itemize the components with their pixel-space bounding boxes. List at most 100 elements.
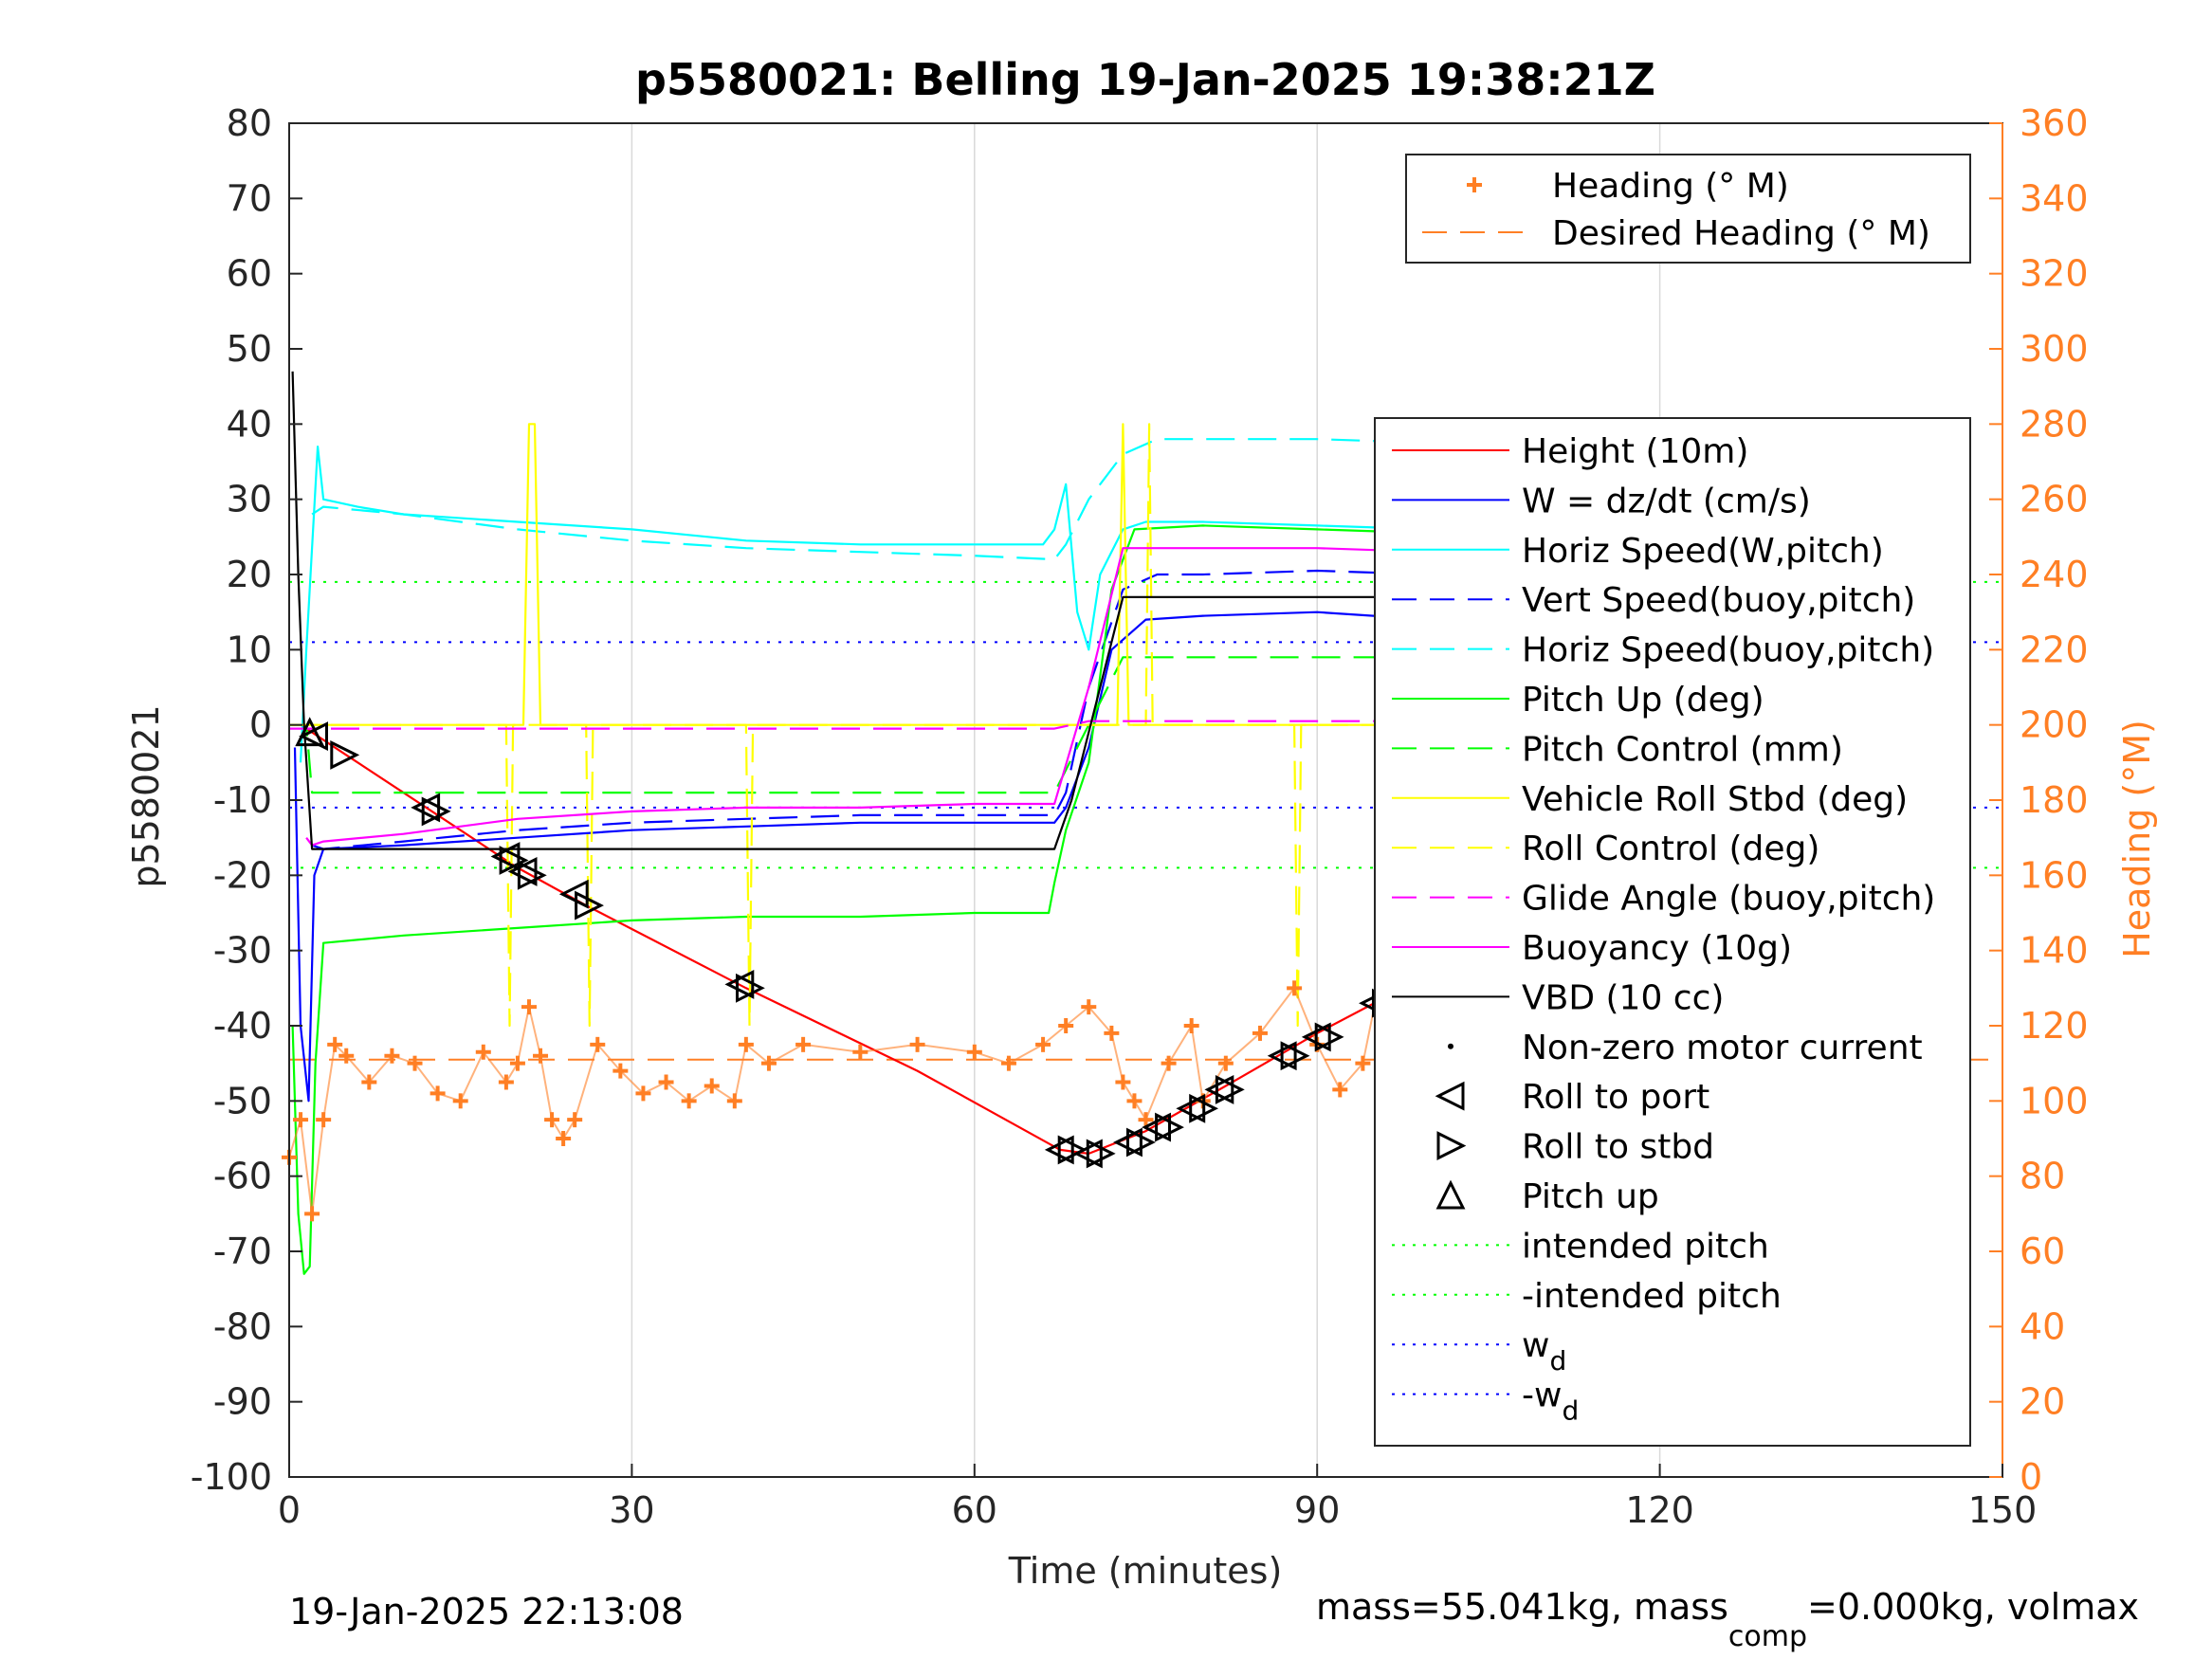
y2-tick-label-0: 0: [2020, 1456, 2042, 1498]
legend-main-label-1: W = dz/dt (cm/s): [1522, 482, 1811, 520]
legend-main-label-19: -wd: [1522, 1376, 1579, 1427]
y2-tick-label-18: 360: [2020, 102, 2089, 144]
heading-point-11: [475, 1044, 491, 1060]
heading-point-48: [1355, 1055, 1371, 1071]
heading-point-22: [658, 1074, 674, 1090]
legend-main-label-17: -intended pitch: [1522, 1277, 1782, 1316]
legend-top: Heading (° M) Desired Heading (° M): [1405, 154, 1971, 264]
y-tick-label-9: -10: [213, 779, 272, 821]
roll-to-stbd-marker-5: [736, 973, 765, 1003]
roll-to-stbd-marker-11: [1215, 1074, 1245, 1104]
y2-tick-label-17: 340: [2020, 177, 2089, 219]
heading-point-40: [1161, 1055, 1177, 1071]
y2-tick-label-12: 240: [2020, 554, 2089, 595]
roll-to-stbd-marker-7: [1086, 1139, 1116, 1169]
heading-point-47: [1332, 1082, 1348, 1098]
footer-mass: mass=55.041kg, masscomp=0.000kg, volmax: [1316, 1586, 2139, 1653]
legend-main-label-3: Vert Speed(buoy,pitch): [1522, 581, 1915, 620]
y2-tick-label-2: 40: [2020, 1305, 2065, 1347]
y-tick-label-5: -50: [213, 1080, 272, 1121]
x-tick-label-2: 60: [952, 1489, 997, 1531]
heading-point-34: [1058, 1018, 1074, 1033]
legend-main-label-4: Horiz Speed(buoy,pitch): [1522, 631, 1934, 670]
y2-tick-label-8: 160: [2020, 854, 2089, 896]
y2-tick-label-4: 80: [2020, 1156, 2065, 1197]
legend-main-label-9: Glide Angle (buoy,pitch): [1522, 880, 1935, 919]
roll-to-stbd-marker-3: [517, 860, 547, 890]
heading-point-7: [384, 1048, 400, 1064]
legend-main-label-14: Roll to stbd: [1522, 1128, 1714, 1167]
heading-point-32: [1000, 1055, 1016, 1071]
y-tick-label-1: -90: [213, 1381, 272, 1423]
heading-point-6: [361, 1074, 377, 1090]
footer-mass-rest: =0.000kg, volmax: [1807, 1586, 2139, 1628]
series-line-8: [289, 423, 1946, 1028]
legend-main-label-6: Pitch Control (mm): [1522, 730, 1843, 769]
heading-point-10: [452, 1093, 468, 1109]
legend-main-label-0: Height (10m): [1522, 432, 1748, 471]
roll-to-stbd-marker-0: [330, 739, 360, 770]
legend-main-label-2: Horiz Speed(W,pitch): [1522, 532, 1884, 571]
y-tick-label-2: -80: [213, 1305, 272, 1347]
heading-point-31: [966, 1044, 982, 1060]
heading-point-36: [1104, 1025, 1120, 1041]
legend-main-label-13: Roll to port: [1522, 1078, 1709, 1117]
legend-sample-top-0: [1467, 177, 1482, 192]
y2-tick-label-14: 280: [2020, 403, 2089, 445]
y2-tick-label-13: 260: [2020, 479, 2089, 520]
heading-point-45: [1287, 980, 1303, 996]
x-tick-label-4: 120: [1625, 1489, 1694, 1531]
chart-title: p5580021: Belling 19-Jan-2025 19:38:21Z: [635, 54, 1655, 105]
legend-top-label-1: Desired Heading (° M): [1552, 214, 1930, 253]
y-tick-label-17: 70: [227, 177, 272, 219]
y2-tick-label-7: 140: [2020, 930, 2089, 972]
heading-point-16: [544, 1112, 560, 1128]
heading-point-15: [533, 1048, 549, 1064]
legend-sample-main-14: [1436, 1131, 1467, 1161]
y-tick-label-18: 80: [227, 102, 272, 144]
legend-main-box: [1374, 417, 1971, 1447]
heading-point-28: [795, 1036, 812, 1052]
heading-point-18: [567, 1112, 583, 1128]
footer-mass-text: mass=55.041kg, mass: [1316, 1586, 1728, 1628]
legend-main-label-7: Vehicle Roll Stbd (deg): [1522, 780, 1908, 819]
roll-to-stbd-marker-6: [1057, 1135, 1088, 1165]
y-axis-label: p5580021: [125, 704, 167, 887]
x-axis-label: Time (minutes): [1008, 1550, 1283, 1592]
footer-mass-sub: comp: [1728, 1620, 1807, 1653]
heading-point-43: [1217, 1055, 1234, 1071]
footer-date: 19-Jan-2025 22:13:08: [289, 1591, 684, 1632]
series-line-4: [311, 438, 1934, 561]
pitch-up-marker-0: [295, 717, 325, 747]
heading-point-20: [612, 1063, 629, 1079]
legend-main-label-15: Pitch up: [1522, 1177, 1659, 1216]
right-axis-ticks: 0 20 40 60 80 100 120 140 160 180 200 220 240 260 280 3…: [1989, 102, 2089, 1498]
y2-tick-label-1: 20: [2020, 1381, 2065, 1423]
heading-point-17: [556, 1131, 572, 1146]
legend-sample-main-13: [1435, 1081, 1465, 1111]
legend-main-label-11: VBD (10 cc): [1522, 978, 1724, 1017]
heading-point-27: [760, 1055, 777, 1071]
y2-tick-label-5: 100: [2020, 1080, 2089, 1121]
y-tick-label-7: -30: [213, 930, 272, 972]
y-tick-label-11: 10: [227, 629, 272, 670]
roll-to-stbd-marker-2: [499, 846, 529, 875]
heading-point-19: [590, 1036, 606, 1052]
y2-tick-label-16: 320: [2020, 253, 2089, 295]
legend-main-label-16: intended pitch: [1522, 1227, 1769, 1266]
roll-to-port-marker-11: [1204, 1074, 1234, 1104]
roll-to-stbd-marker-12: [1280, 1041, 1310, 1071]
heading-point-2: [304, 1206, 320, 1222]
legend-main-label-19-sub: d: [1562, 1395, 1579, 1427]
roll-to-stbd-marker-10: [1189, 1093, 1219, 1123]
y-tick-label-15: 50: [227, 328, 272, 370]
heading-point-3: [316, 1112, 332, 1128]
heading-point-25: [726, 1093, 742, 1109]
y-tick-label-6: -40: [213, 1005, 272, 1047]
heading-point-1: [293, 1112, 309, 1128]
heading-point-38: [1126, 1093, 1143, 1109]
x-tick-label-0: 0: [278, 1489, 301, 1531]
x-tick-label-3: 90: [1294, 1489, 1340, 1531]
legend-main: Height (10m) W = dz/dt (cm/s) Horiz Speed(…: [1374, 417, 1971, 1447]
